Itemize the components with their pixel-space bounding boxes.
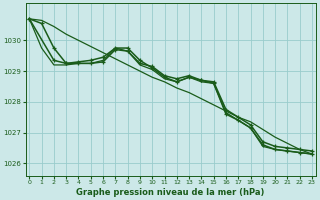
X-axis label: Graphe pression niveau de la mer (hPa): Graphe pression niveau de la mer (hPa)	[76, 188, 265, 197]
